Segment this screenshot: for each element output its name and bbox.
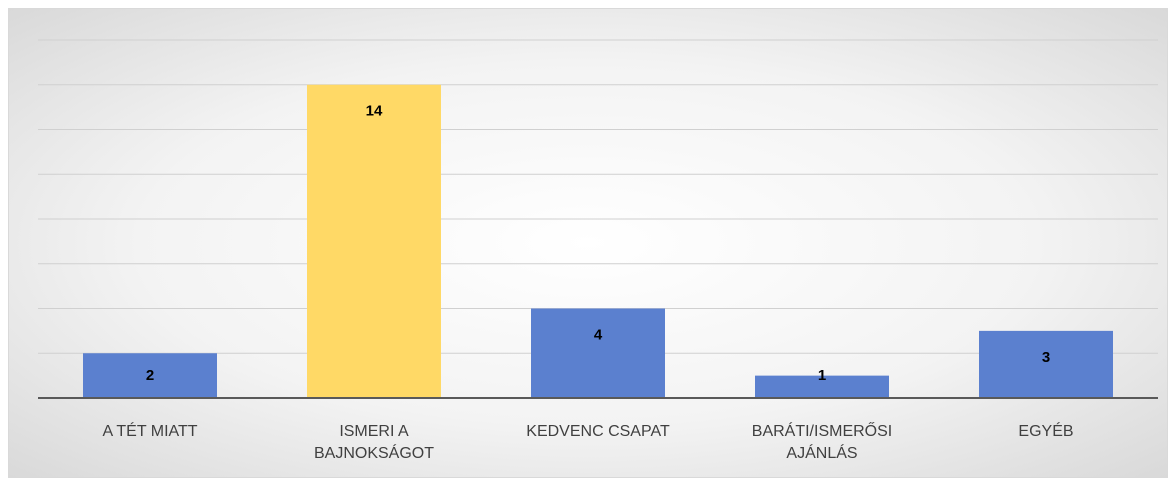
value-label: 2 — [146, 367, 154, 384]
value-label: 14 — [366, 103, 383, 120]
x-tick-label: KEDVENC CSAPAT — [526, 423, 670, 440]
chart-frame — [8, 8, 1168, 478]
bar — [979, 330, 1113, 398]
bar — [531, 308, 665, 398]
x-tick-label: A TÉT MIATT — [102, 423, 198, 440]
value-label: 3 — [1042, 349, 1050, 366]
bar — [83, 353, 217, 398]
x-tick-label: BARÁTI/ISMERŐSI AJÁNLÁS — [751, 423, 893, 462]
value-label: 1 — [818, 367, 826, 384]
value-label: 4 — [594, 326, 603, 343]
bar — [307, 84, 441, 398]
x-tick-label: ISMERI A BAJNOKSÁGOT — [313, 423, 435, 462]
x-tick-label: EGYÉB — [1018, 423, 1074, 440]
bar — [755, 375, 889, 398]
